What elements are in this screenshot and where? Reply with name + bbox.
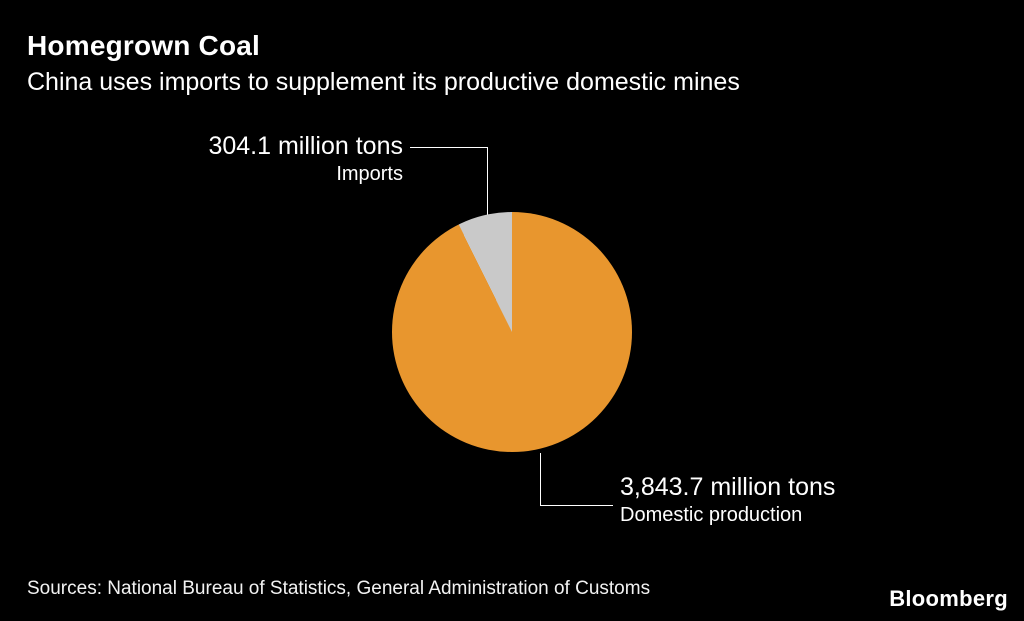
imports-category-label: Imports — [336, 163, 403, 185]
domestic-category-label: Domestic production — [620, 504, 803, 526]
imports-value-label: 304.1 million tons — [208, 132, 403, 160]
chart-subtitle: China uses imports to supplement its pro… — [27, 68, 740, 96]
sources-text: Sources: National Bureau of Statistics, … — [27, 578, 651, 599]
pie-chart — [392, 212, 632, 452]
domestic-annotation: 3,843.7 million tons Domestic production — [620, 472, 835, 527]
imports-callout-line — [410, 147, 488, 215]
chart-title: Homegrown Coal — [27, 30, 261, 61]
imports-annotation: 304.1 million tons Imports — [100, 131, 403, 186]
domestic-value-label: 3,843.7 million tons — [620, 473, 836, 501]
bloomberg-logo: Bloomberg — [889, 586, 1008, 611]
domestic-callout-line — [540, 453, 613, 506]
